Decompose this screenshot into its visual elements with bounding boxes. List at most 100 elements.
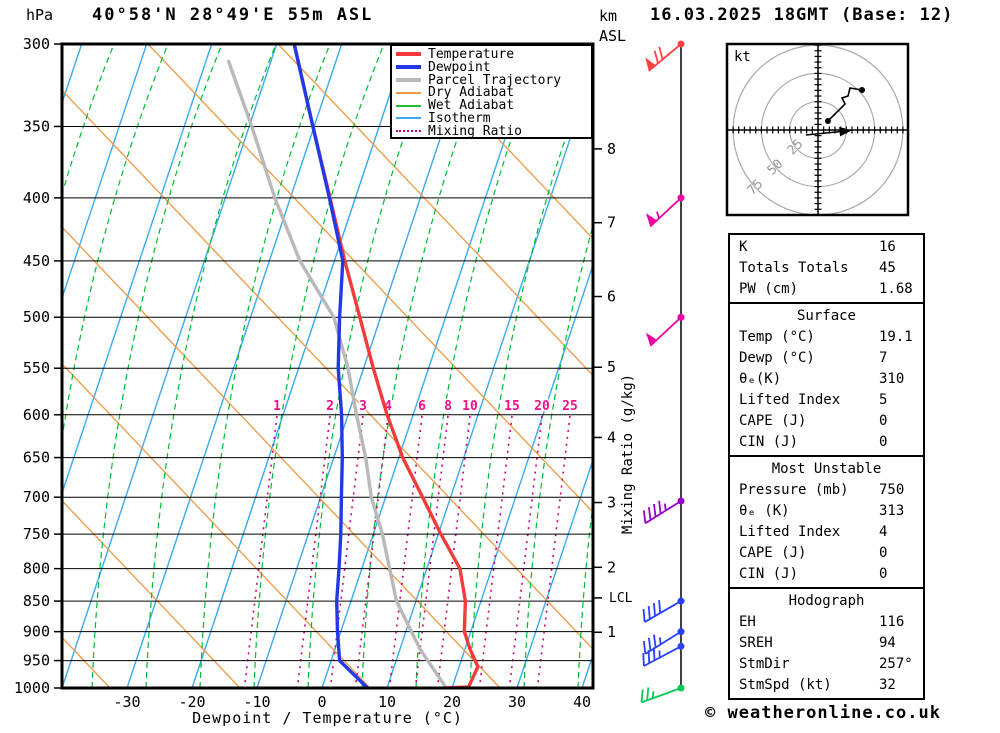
mixing-ratio-label: 20 — [534, 399, 550, 414]
temperature-tick-label: -20 — [178, 693, 205, 711]
table-row: StmSpd (kt) 32 — [739, 675, 923, 696]
indices-table: Surface Temp (°C) 19.1 Dewp (°C) 7 θₑ(K) 310 Li… — [728, 302, 925, 457]
legend-swatch-solid — [396, 91, 421, 94]
run-date-label: 16.03.2025 18GMT (Base: 12) — [650, 5, 954, 25]
dewpoint-curve — [292, 44, 370, 688]
asl-label: ASL — [599, 27, 627, 45]
pressure-axis-unit: hPa — [26, 6, 54, 24]
table-row-label: CAPE (J) — [739, 545, 807, 561]
pressure-tick-label: 750 — [23, 525, 50, 543]
table-row-value: 750 — [879, 482, 905, 498]
temperature-tick-label: -10 — [243, 693, 270, 711]
table-row-value: 7 — [879, 350, 888, 366]
table-row: CAPE (J) 0 — [739, 411, 923, 432]
legend-item: Mixing Ratio — [396, 123, 587, 139]
legend-label: Dry Adiabat — [428, 85, 515, 101]
legend-swatch-solid — [396, 117, 421, 120]
hodograph-border — [725, 42, 910, 217]
temperature-curve — [292, 44, 480, 688]
km-tick-label: 3 — [607, 494, 616, 512]
pressure-tick-label: 550 — [23, 359, 50, 377]
table-row-value: 94 — [879, 635, 896, 651]
legend-item: Dry Adiabat — [396, 85, 587, 101]
temperature-tick-label: -30 — [113, 693, 140, 711]
table-row: Lifted Index 4 — [739, 522, 923, 543]
table-row-label: SREH — [739, 635, 773, 651]
km-tick-label: 2 — [607, 558, 616, 576]
table-row: Temp (°C) 19.1 — [739, 327, 923, 348]
table-section-header: Most Unstable — [771, 461, 882, 477]
indices-table: Most Unstable Pressure (mb) 750 θₑ (K) 313 Li… — [728, 455, 925, 589]
pressure-tick-label: 900 — [23, 623, 50, 641]
copyright: © weatheronline.co.uk — [705, 703, 941, 723]
height-axis-unit: km ASL — [599, 6, 626, 46]
pressure-tick-label: 450 — [23, 252, 50, 270]
legend-label: Mixing Ratio — [428, 123, 522, 139]
table-row: Dewp (°C) 7 — [739, 348, 923, 369]
pressure-tick-label: 800 — [23, 560, 50, 578]
table-row: CAPE (J) 0 — [739, 543, 923, 564]
legend-swatch-solid — [396, 77, 421, 82]
table-row-value: 16 — [879, 239, 896, 255]
km-tick-label: 5 — [607, 358, 616, 376]
table-row-label: CIN (J) — [739, 566, 799, 582]
legend-label: Wet Adiabat — [428, 98, 515, 114]
legend-item: Parcel Trajectory — [396, 72, 587, 88]
km-label: km — [599, 7, 618, 25]
table-row-label: Temp (°C) — [739, 329, 815, 345]
table-row-value: 116 — [879, 614, 905, 630]
legend-label: Parcel Trajectory — [428, 72, 562, 88]
table-row-value: 4 — [879, 524, 888, 540]
table-row-value: 310 — [879, 371, 905, 387]
legend-label: Isotherm — [428, 110, 491, 126]
table-row-label: Dewp (°C) — [739, 350, 815, 366]
mixing-ratio-label: 2 — [326, 399, 334, 414]
pressure-gridlines — [54, 43, 593, 689]
legend-swatch-dotted — [396, 130, 421, 133]
table-section-header: Surface — [796, 308, 856, 324]
table-row: PW (cm) 1.68 — [739, 279, 923, 300]
mixing-ratio-lines — [243, 415, 571, 688]
table-row-label: CIN (J) — [739, 434, 799, 450]
table-row-value: 313 — [879, 503, 905, 519]
table-row: CIN (J) 0 — [739, 564, 923, 585]
table-row-label: Lifted Index — [739, 392, 841, 408]
wind-barb — [645, 194, 685, 228]
pressure-tick-label: 300 — [23, 35, 50, 53]
table-row-value: 45 — [879, 260, 896, 276]
table-row: Lifted Index 5 — [739, 390, 923, 411]
legend-swatch-solid — [396, 104, 421, 107]
table-row-label: CAPE (J) — [739, 413, 807, 429]
mixing-ratio-label: 10 — [462, 399, 478, 414]
legend: Temperature Dewpoint Parcel Trajectory Dry … — [390, 44, 593, 139]
pressure-tick-label: 1000 — [14, 679, 50, 697]
table-row-label: StmDir — [739, 656, 790, 672]
table-row: Totals Totals 45 — [739, 258, 923, 279]
table-row-label: Totals Totals — [739, 260, 849, 276]
wind-barb — [642, 597, 685, 623]
wind-barb — [645, 313, 685, 347]
km-tick-label: 8 — [607, 140, 616, 158]
table-row: θₑ(K) 310 — [739, 369, 923, 390]
table-section-header: Hodograph — [788, 593, 865, 609]
parcel-trajectory-curve — [226, 59, 448, 688]
plot-border — [60, 42, 595, 690]
pressure-tick-label: 400 — [23, 189, 50, 207]
dry-adiabat-lines — [62, 44, 593, 688]
pressure-tick-labels: 300 350 400 450 500 550 600 650 700 750 800 850 900 9… — [14, 35, 50, 697]
table-row-label: θₑ (K) — [739, 503, 790, 519]
legend-swatch-solid — [396, 52, 421, 57]
wind-barb — [642, 628, 685, 655]
pressure-tick-label: 350 — [23, 117, 50, 135]
km-tick-label: 6 — [607, 288, 616, 306]
mixing-ratio-label: 1 — [273, 399, 281, 414]
table-row: Pressure (mb) 750 — [739, 480, 923, 501]
legend-item: Temperature — [396, 47, 587, 62]
legend-item: Wet Adiabat — [396, 98, 587, 114]
table-row-label: StmSpd (kt) — [739, 677, 832, 693]
table-row: EH 116 — [739, 612, 923, 633]
pressure-tick-label: 600 — [23, 406, 50, 424]
